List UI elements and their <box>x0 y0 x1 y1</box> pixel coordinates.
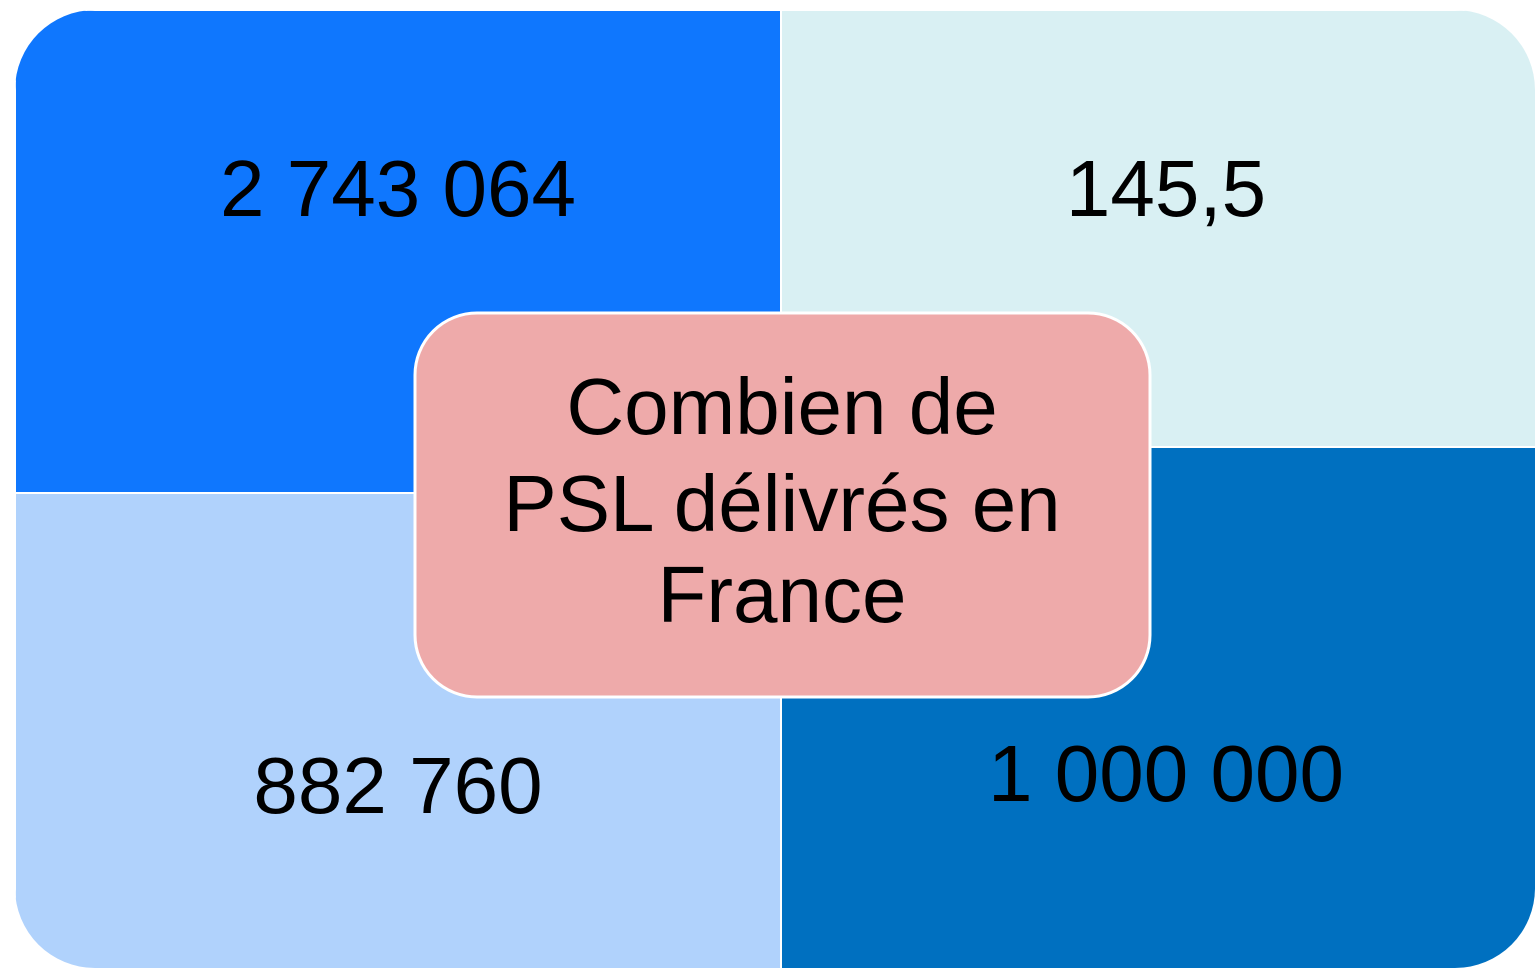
quadrant-text: 2 743 064 <box>220 144 576 233</box>
center-text: France <box>658 550 907 639</box>
center-box <box>413 311 1152 699</box>
center-text: PSL délivrés en <box>503 459 1060 548</box>
quadrant-text: 882 760 <box>253 741 542 830</box>
quadrant-text: 145,5 <box>1066 144 1266 233</box>
center-text: Combien de <box>566 362 997 451</box>
quadrant-text: 1 000 000 <box>988 729 1344 818</box>
